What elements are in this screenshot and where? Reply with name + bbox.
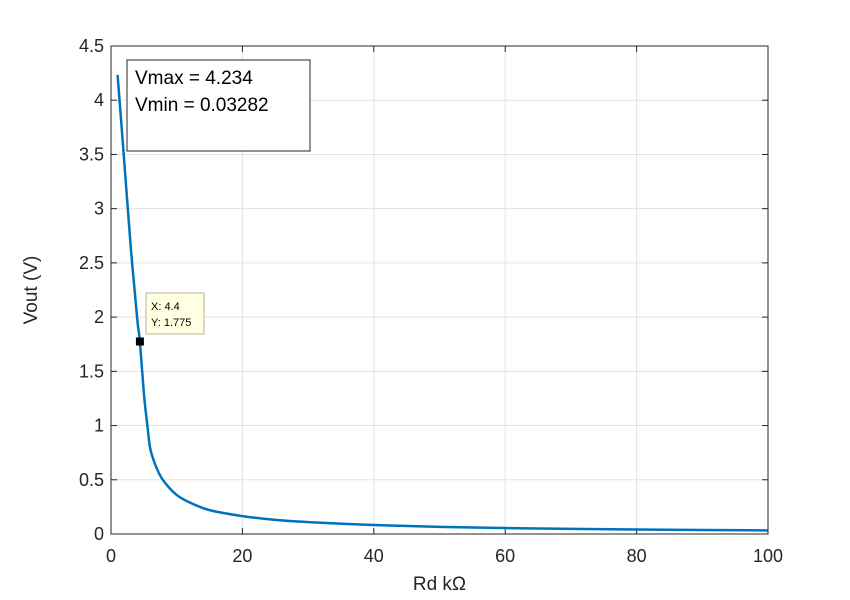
x-tick-label: 60: [495, 546, 515, 566]
x-axis-label: Rd kΩ: [413, 574, 466, 595]
axes-box: [110, 45, 769, 535]
x-tick-label: 0: [106, 546, 116, 566]
datatip-x: X: 4.4: [151, 301, 180, 313]
datatip[interactable]: X: 4.4 Y: 1.775: [135, 292, 205, 346]
annotation-box: Vmax = 4.234 Vmin = 0.03282: [126, 59, 311, 152]
x-tick-labels: 0 20 40 60 80 100: [106, 546, 783, 566]
x-tick-label: 100: [753, 546, 783, 566]
y-tick-label: 2.5: [79, 253, 104, 273]
y-tick-label: 1.5: [79, 361, 104, 381]
x-tick-label: 20: [232, 546, 252, 566]
y-tick-labels: 0 0.5 1 1.5 2 2.5 3 3.5 4 4.5: [79, 36, 104, 544]
y-tick-label: 2: [94, 307, 104, 327]
x-tick-label: 40: [364, 546, 384, 566]
annotation-vmax: Vmax = 4.234: [135, 68, 253, 89]
datatip-box: [145, 292, 205, 335]
y-tick-label: 4: [94, 90, 104, 110]
annotation-vmin: Vmin = 0.03282: [135, 95, 269, 116]
y-axis-label: Vout (V): [21, 256, 42, 325]
x-tick-label: 80: [627, 546, 647, 566]
y-tick-label: 0.5: [79, 470, 104, 490]
y-tick-label: 1: [94, 416, 104, 436]
y-tick-label: 4.5: [79, 36, 104, 56]
y-tick-label: 0: [94, 524, 104, 544]
series-line: [116, 74, 769, 532]
datatip-marker[interactable]: [135, 337, 144, 346]
datatip-y: Y: 1.775: [151, 317, 191, 329]
y-tick-label: 3: [94, 199, 104, 219]
y-tick-label: 3.5: [79, 144, 104, 164]
grid-lines: [110, 45, 769, 535]
